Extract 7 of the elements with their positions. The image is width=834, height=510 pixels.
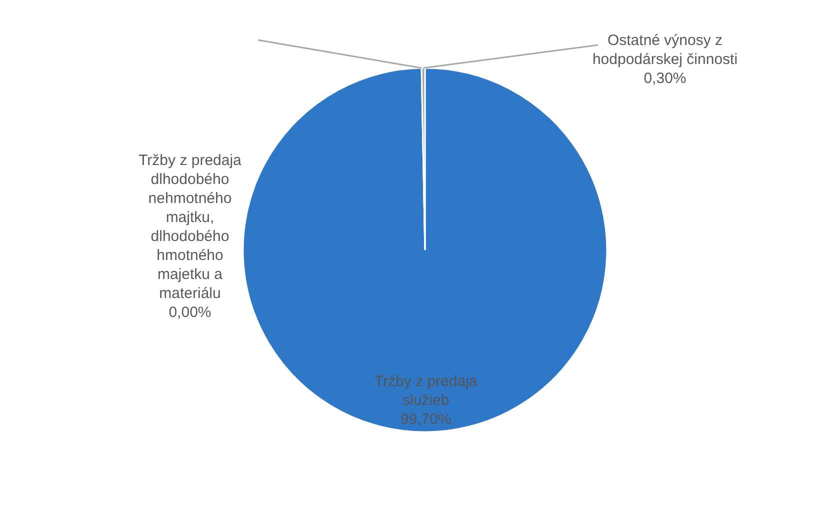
pie-slice bbox=[242, 67, 608, 432]
slice-label: Ostatné výnosy z hodpodárskej činnosti bbox=[592, 32, 738, 68]
data-label: 99,70% bbox=[400, 410, 452, 428]
slice-label: Tržby z predaja služieb bbox=[374, 372, 478, 409]
data-label: 0,30% bbox=[644, 70, 686, 87]
text: 0,00% bbox=[168, 304, 212, 321]
category-label: Tržby z predaja dlhodobého nehmotného majtku, dlhodobého hmotného majetku a materiálu bbox=[138, 152, 242, 302]
